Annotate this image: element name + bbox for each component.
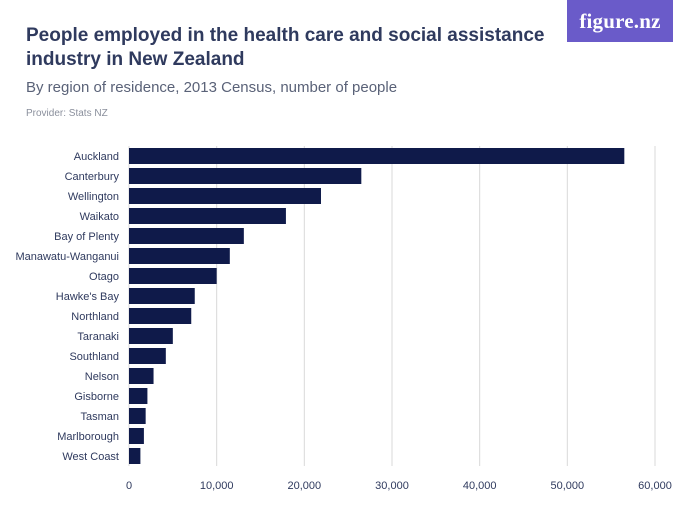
x-tick-label: 10,000 [200,480,234,492]
bar [129,168,362,184]
chart-title: People employed in the health care and s… [26,25,545,70]
bar [129,308,192,324]
x-axis-tick-labels: 0 10,000 20,000 30,000 40,000 50,000 60,000 [126,480,672,492]
chart-subtitle: By region of residence, 2013 Census, num… [26,79,398,96]
x-tick-label: 50,000 [551,480,585,492]
bar [129,408,146,424]
x-tick-label: 30,000 [375,480,409,492]
category-label: Tasman [80,411,119,423]
category-label: Gisborne [74,391,119,403]
category-label: Auckland [74,151,119,163]
category-label: Manawatu-Wanganui [15,251,119,263]
bar [129,268,217,284]
category-label: Bay of Plenty [54,231,119,243]
category-label: Northland [71,311,119,323]
bars [129,148,625,464]
bar [129,448,141,464]
x-tick-label: 0 [126,480,132,492]
bar [129,228,244,244]
x-tick-label: 20,000 [288,480,322,492]
category-label: West Coast [62,451,119,463]
bar [129,388,148,404]
figure-nz-logo[interactable]: figure.nz [567,0,673,42]
bar [129,288,195,304]
x-tick-label: 40,000 [463,480,497,492]
x-tick-label: 60,000 [638,480,672,492]
category-label: Hawke's Bay [56,291,120,303]
bar [129,328,173,344]
category-label: Southland [69,351,119,363]
category-label: Taranaki [77,331,119,343]
category-label: Otago [89,271,119,283]
bar [129,368,154,384]
bar [129,428,144,444]
category-label: Nelson [85,371,119,383]
category-labels: Auckland Canterbury Wellington Waikato Bay o… [15,151,119,463]
bar [129,348,166,364]
category-label: Marlborough [57,431,119,443]
category-label: Waikato [80,211,119,223]
category-label: Canterbury [65,171,120,183]
bar [129,148,625,164]
bar [129,248,230,264]
bar [129,208,286,224]
category-label: Wellington [68,191,119,203]
bar [129,188,321,204]
provider-credit: Provider: Stats NZ [26,108,108,119]
